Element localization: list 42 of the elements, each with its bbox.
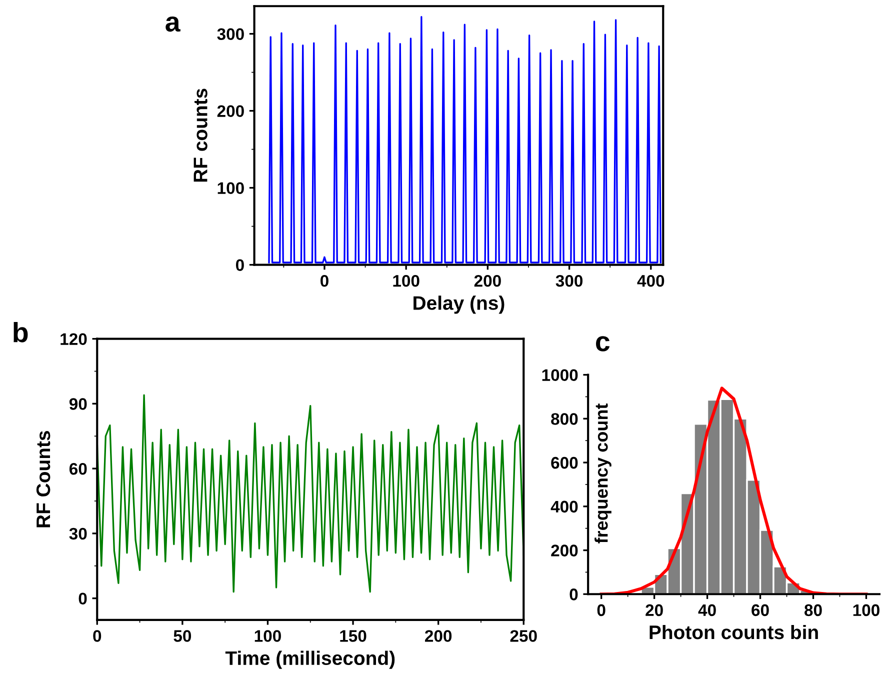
y-tick-label: 120 [60,333,87,346]
x-axis-title: Photon counts bin [650,624,818,640]
x-tick-label: 0 [320,274,328,287]
y-tick-label: 800 [551,413,578,425]
y-tick-label: 0 [236,259,244,272]
x-tick-label: 200 [474,274,501,287]
y-tick-label: 300 [217,28,244,40]
x-tick-label: 250 [510,630,537,642]
x-tick-label: 200 [424,630,452,642]
y-tick-label: 60 [69,462,87,475]
y-tick-label: 1000 [542,369,578,382]
x-tick-label: 150 [340,630,366,642]
chart-title: a [166,16,180,32]
x-tick-label: 50 [174,630,192,642]
line-series [97,394,524,593]
x-axis-title: Time (millisecond) [225,650,395,669]
x-tick-label: 400 [637,274,664,287]
y-tick-label: 90 [69,398,87,410]
y-tick-label: 100 [218,182,244,194]
line-series [268,16,662,264]
x-axis-title: Delay (ns) [414,296,504,314]
y-tick-label: 30 [69,528,87,540]
chart-title: c [596,336,610,352]
y-axis-title: RF counts [194,88,208,182]
y-axis-title: RF Counts [36,431,50,528]
x-tick-label: 40 [698,604,716,616]
x-tick-label: 100 [254,630,281,642]
x-tick-label: 100 [393,274,420,287]
x-tick-label: 80 [804,604,822,616]
y-tick-label: 600 [551,456,578,469]
y-tick-label: 200 [217,105,244,118]
x-tick-label: 0 [93,630,102,642]
x-tick-label: 60 [752,604,769,616]
chart-title: b [14,322,28,342]
x-tick-label: 0 [597,604,606,616]
y-tick-label: 200 [551,544,578,556]
y-tick-label: 400 [550,500,578,513]
y-tick-label: 0 [78,592,87,605]
y-axis-title: frequency count [594,403,612,544]
x-tick-label: 100 [853,604,880,616]
x-tick-label: 20 [646,604,663,616]
y-tick-label: 0 [570,588,578,600]
